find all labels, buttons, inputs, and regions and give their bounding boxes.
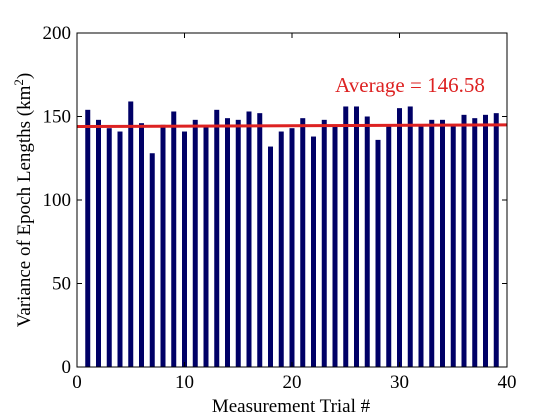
- bar-series: [85, 101, 499, 368]
- bar: [343, 106, 349, 367]
- bar: [440, 119, 445, 367]
- bar: [225, 118, 230, 367]
- x-tick-label: 30: [390, 372, 409, 393]
- bar: [128, 101, 134, 367]
- bar: [311, 136, 316, 367]
- bar: [203, 126, 209, 368]
- bar: [321, 119, 327, 367]
- axis-ticks: [76, 32, 508, 368]
- bar: [192, 119, 198, 367]
- bar: [257, 113, 263, 367]
- bar: [182, 131, 187, 367]
- bar: [289, 128, 295, 367]
- tick-labels: 0 10 20 30 40 0 50 100 150 200: [43, 23, 517, 393]
- bar: [483, 114, 488, 367]
- average-annotation: Average = 146.58: [335, 73, 485, 97]
- y-tick-label: 200: [43, 23, 72, 44]
- bar: [375, 139, 381, 367]
- y-tick-label: 50: [52, 274, 71, 295]
- bar: [235, 119, 241, 367]
- bar: [493, 113, 499, 367]
- bar: [397, 108, 402, 368]
- bar: [85, 109, 91, 367]
- bar: [429, 119, 435, 367]
- bar: [332, 124, 338, 367]
- bar: [364, 116, 370, 367]
- x-tick-label: 10: [175, 372, 194, 393]
- bar: [278, 131, 284, 367]
- bar: [407, 106, 413, 367]
- bar: [117, 131, 123, 367]
- bar: [171, 111, 177, 368]
- bar: [418, 126, 424, 368]
- bar: [246, 111, 252, 368]
- y-axis-label: Variance of Epoch Lengths (km2): [11, 73, 35, 327]
- y-tick-label: 100: [43, 190, 72, 211]
- bar: [160, 124, 166, 367]
- bar: [354, 106, 359, 367]
- x-axis-label: Measurement Trial #: [212, 396, 371, 417]
- bar: [461, 114, 467, 367]
- y-tick-label: 150: [43, 107, 72, 128]
- x-tick-label: 20: [283, 372, 302, 393]
- bar: [268, 146, 273, 367]
- bar: [214, 109, 220, 367]
- average-line: [76, 123, 508, 129]
- bar: [386, 126, 392, 368]
- bar: [472, 118, 478, 367]
- bar: [106, 128, 112, 367]
- y-axis-label-main: Variance of Epoch Lengths (km: [14, 85, 35, 327]
- x-tick-label: 0: [72, 372, 82, 393]
- y-tick-label: 0: [62, 357, 72, 378]
- bar: [96, 119, 101, 367]
- x-tick-label: 40: [498, 372, 517, 393]
- bar: [139, 123, 144, 368]
- y-axis-label-close: ): [14, 73, 35, 79]
- bar: [300, 118, 306, 367]
- bar: [149, 153, 155, 367]
- bar: [450, 124, 456, 367]
- y-axis-label-superscript: 2: [11, 79, 26, 86]
